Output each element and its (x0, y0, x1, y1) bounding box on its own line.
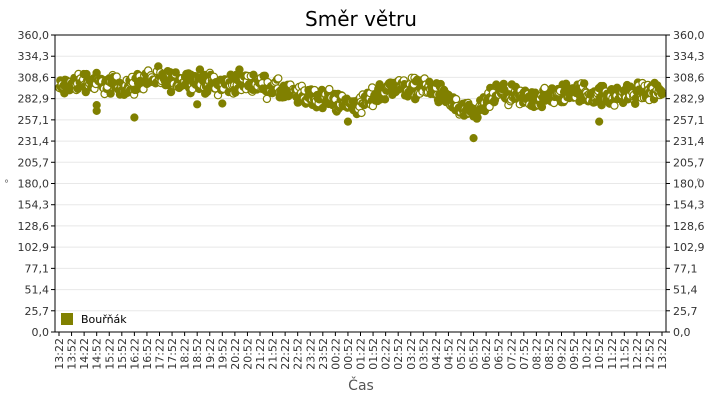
x-tick-label: 22:22 (279, 338, 292, 370)
y-tick-label: 51,4 (673, 284, 698, 297)
x-tick-label: 08:52 (543, 338, 556, 370)
y-tick-label: 282,9 (673, 93, 705, 106)
y-tick-label: 231,4 (18, 135, 50, 148)
x-tick-label: 19:52 (216, 338, 229, 370)
x-tick-label: 01:22 (355, 338, 368, 370)
x-tick-label: 12:22 (631, 338, 644, 370)
x-tick-label: 04:22 (430, 338, 443, 370)
y-tick-label: 334,3 (673, 50, 705, 63)
y-tick-label: 128,6 (18, 220, 50, 233)
x-tick-label: 09:22 (556, 338, 569, 370)
x-tick-label: 05:52 (468, 338, 481, 370)
y-tick-label: 51,4 (25, 284, 50, 297)
x-tick-label: 02:52 (392, 338, 405, 370)
y-tick-label: 0,0 (32, 326, 50, 339)
x-tick-label: 09:52 (568, 338, 581, 370)
x-tick-label: 12:52 (643, 338, 656, 370)
y-tick-label: 102,9 (18, 241, 50, 254)
x-tick-label: 22:52 (292, 338, 305, 370)
x-tick-label: 02:22 (380, 338, 393, 370)
y-tick-label: 102,9 (673, 241, 705, 254)
x-tick-label: 21:22 (254, 338, 267, 370)
x-tick-label: 13:52 (66, 338, 79, 370)
y-tick-label: 360,0 (673, 29, 705, 42)
x-tick-label: 07:22 (505, 338, 518, 370)
x-tick-label: 06:52 (493, 338, 506, 370)
x-tick-label: 14:52 (91, 338, 104, 370)
chart-title: Směr větru (305, 7, 417, 31)
y-axis-title-right: ° (696, 178, 701, 189)
y-tick-label: 154,3 (18, 199, 50, 212)
x-tick-label: 05:22 (455, 338, 468, 370)
x-tick-label: 20:52 (241, 338, 254, 370)
y-tick-label: 308,6 (673, 71, 705, 84)
x-tick-label: 06:22 (480, 338, 493, 370)
x-tick-label: 01:52 (367, 338, 380, 370)
x-tick-label: 21:52 (267, 338, 280, 370)
x-tick-label: 07:52 (518, 338, 531, 370)
data-points (54, 62, 667, 143)
x-tick-label: 14:22 (78, 338, 91, 370)
y-tick-label: 77,1 (25, 262, 50, 275)
x-tick-label: 03:22 (405, 338, 418, 370)
y-tick-label: 154,3 (673, 199, 705, 212)
legend[interactable]: Bouřňák (61, 313, 127, 326)
x-axis-labels: 13:22 13:52 14:22 14:52 15:22 15:52 16:22 16:52… (53, 338, 669, 370)
y-tick-label: 205,7 (673, 156, 705, 169)
x-tick-label: 00:52 (342, 338, 355, 370)
x-tick-label: 13:22 (656, 338, 669, 370)
x-tick-label: 03:52 (417, 338, 430, 370)
x-axis-title: Čas (348, 376, 374, 394)
x-tick-label: 10:22 (581, 338, 594, 370)
y-tick-label: 25,7 (25, 305, 50, 318)
y-tick-label: 308,6 (18, 71, 50, 84)
y-tick-label: 334,3 (18, 50, 50, 63)
y-axis-right-labels: 0,0 25,7 51,4 77,1 102,9 128,6 154,3 180,0 205,7… (673, 29, 705, 339)
x-tick-label: 15:52 (116, 338, 129, 370)
y-tick-label: 257,1 (673, 114, 705, 127)
x-tick-label: 23:22 (304, 338, 317, 370)
legend-swatch (61, 313, 73, 325)
x-tick-label: 00:22 (329, 338, 342, 370)
legend-label: Bouřňák (81, 313, 127, 326)
x-tick-label: 18:52 (191, 338, 204, 370)
x-tick-label: 17:22 (154, 338, 167, 370)
x-tick-label: 23:52 (317, 338, 330, 370)
x-tick-label: 04:52 (442, 338, 455, 370)
x-tick-label: 11:52 (618, 338, 631, 370)
y-tick-label: 282,9 (18, 93, 50, 106)
x-tick-label: 08:22 (530, 338, 543, 370)
y-tick-label: 128,6 (673, 220, 705, 233)
y-tick-label: 0,0 (673, 326, 691, 339)
y-tick-label: 205,7 (18, 156, 50, 169)
y-tick-label: 257,1 (18, 114, 50, 127)
axes (51, 34, 670, 336)
x-tick-label: 11:22 (606, 338, 619, 370)
x-tick-label: 19:22 (204, 338, 217, 370)
y-tick-label: 180,0 (18, 178, 50, 191)
y-axis-left-labels: 0,0 25,7 51,4 77,1 102,9 128,6 154,3 180,0 205,7… (18, 29, 50, 339)
x-tick-label: 17:52 (166, 338, 179, 370)
y-tick-label: 231,4 (673, 135, 705, 148)
y-axis-title-left: ° (4, 179, 9, 190)
x-tick-label: 13:22 (53, 338, 66, 370)
y-tick-label: 25,7 (673, 305, 698, 318)
x-tick-label: 15:22 (103, 338, 116, 370)
x-tick-label: 16:52 (141, 338, 154, 370)
x-tick-label: 18:22 (179, 338, 192, 370)
y-tick-label: 180,0 (673, 178, 705, 191)
y-tick-label: 360,0 (18, 29, 50, 42)
x-tick-label: 16:22 (128, 338, 141, 370)
y-tick-label: 77,1 (673, 262, 698, 275)
x-tick-label: 10:52 (593, 338, 606, 370)
x-tick-label: 20:22 (229, 338, 242, 370)
